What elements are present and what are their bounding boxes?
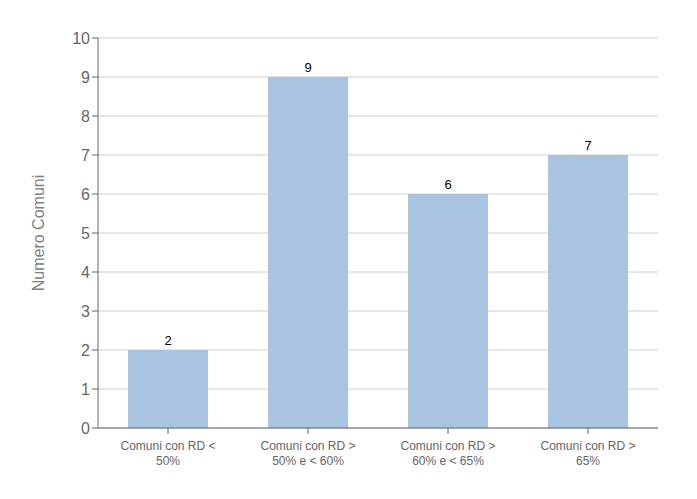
svg-text:Numero Comuni: Numero Comuni (30, 175, 47, 291)
svg-text:6: 6 (81, 186, 90, 203)
svg-text:8: 8 (81, 108, 90, 125)
svg-text:Comuni con RD >60% e < 65%: Comuni con RD >60% e < 65% (400, 439, 495, 468)
svg-text:2: 2 (164, 333, 171, 348)
svg-text:Comuni con RD >50% e < 60%: Comuni con RD >50% e < 60% (260, 439, 355, 468)
svg-text:0: 0 (81, 420, 90, 437)
svg-text:1: 1 (81, 381, 90, 398)
svg-text:Comuni con RD >65%: Comuni con RD >65% (540, 439, 635, 468)
svg-text:3: 3 (81, 303, 90, 320)
svg-text:9: 9 (81, 69, 90, 86)
svg-text:2: 2 (81, 342, 90, 359)
svg-text:9: 9 (304, 60, 311, 75)
svg-text:4: 4 (81, 264, 90, 281)
svg-text:10: 10 (72, 30, 90, 47)
svg-text:Comuni con RD <50%: Comuni con RD <50% (120, 439, 215, 468)
svg-text:7: 7 (584, 138, 591, 153)
svg-text:5: 5 (81, 225, 90, 242)
svg-text:7: 7 (81, 147, 90, 164)
svg-text:6: 6 (444, 177, 451, 192)
